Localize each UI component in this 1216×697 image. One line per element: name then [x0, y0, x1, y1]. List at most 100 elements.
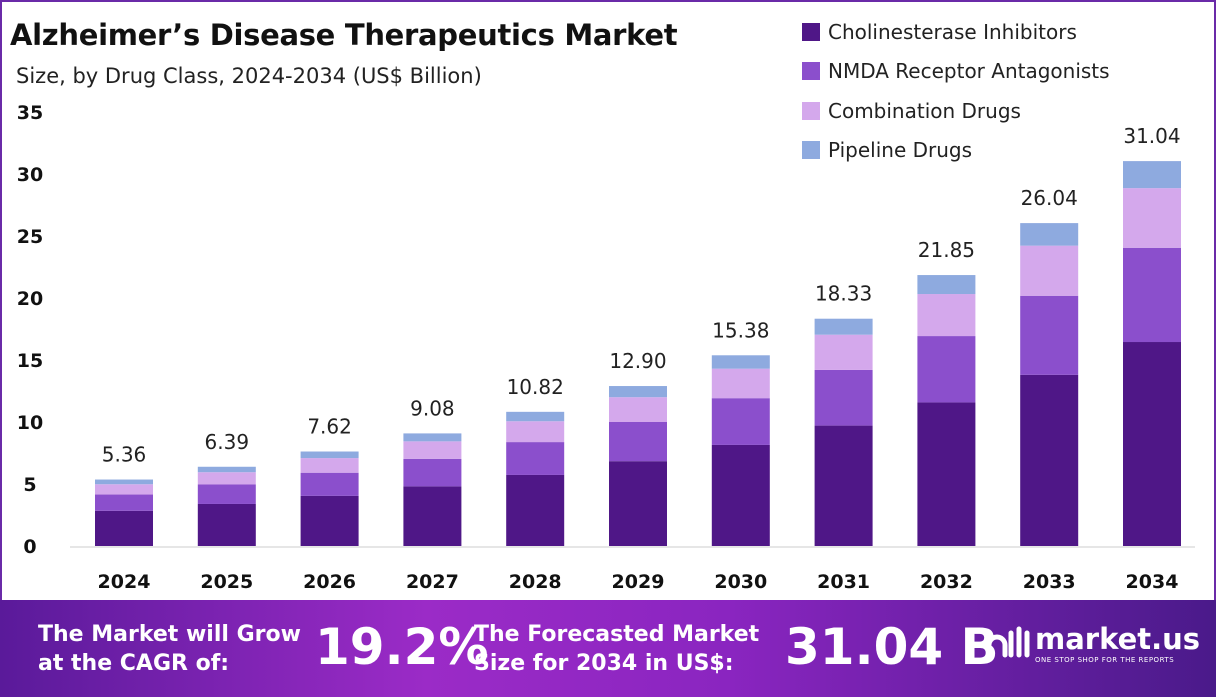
bar-segment [403, 458, 462, 487]
chart-subtitle: Size, by Drug Class, 2024-2034 (US$ Bill… [16, 64, 482, 88]
bar-segment [95, 484, 153, 495]
bar-segment [814, 334, 873, 370]
bar-segment [1123, 188, 1181, 248]
x-tick-label: 2033 [1023, 571, 1076, 593]
bar-segment [917, 336, 976, 403]
y-tick-label: 30 [17, 164, 43, 186]
y-tick-label: 10 [17, 412, 43, 434]
logo-name: market.us [1035, 622, 1201, 656]
x-tick-label: 2024 [98, 571, 151, 593]
legend-label: Pipeline Drugs [828, 138, 973, 163]
forecast-value: 31.04 B [785, 618, 999, 676]
bar-segment [95, 479, 153, 485]
bar-segment [1020, 223, 1079, 246]
chart-title: Alzheimer’s Disease Therapeutics Market [10, 18, 678, 52]
bar-segment [814, 369, 873, 426]
bar-segment [917, 402, 976, 546]
bar-segment [1020, 295, 1079, 375]
bar-total-label: 21.85 [918, 238, 975, 262]
bar-segment [95, 510, 153, 546]
y-tick-label: 0 [23, 536, 36, 558]
bar-total-label: 12.90 [609, 349, 666, 373]
bar-segment [1123, 342, 1181, 546]
bar-segment [300, 472, 359, 496]
bar-segment [403, 433, 462, 442]
legend-swatch [802, 62, 820, 81]
bar-segment [506, 442, 565, 475]
x-tick-label: 2031 [817, 571, 870, 593]
forecast-label-line1: The Forecasted Market [474, 622, 760, 647]
y-tick-label: 5 [23, 474, 36, 496]
bar-segment [197, 503, 256, 546]
bar-segment [1020, 245, 1079, 296]
legend-item: Cholinesterase Inhibitors [802, 12, 1110, 52]
bar-total-label: 31.04 [1123, 124, 1180, 148]
bar-chart: 051015202530355.3620246.3920257.6220269.… [17, 102, 1195, 593]
bar-segment [506, 421, 565, 443]
bar-total-label: 26.04 [1021, 186, 1078, 210]
bar-total-label: 5.36 [102, 443, 147, 467]
logo-mark-icon [986, 626, 1030, 658]
bar-segment [403, 441, 462, 459]
x-tick-label: 2029 [612, 571, 665, 593]
bar-segment [609, 386, 667, 398]
bar-segment [506, 411, 565, 422]
bar-segment [711, 444, 770, 546]
bar-segment [814, 425, 873, 546]
bar-total-label: 7.62 [307, 415, 352, 439]
legend-item: Pipeline Drugs [802, 131, 1110, 171]
bar-segment [300, 495, 359, 546]
bar-segment [609, 461, 667, 546]
y-tick-label: 15 [17, 350, 43, 372]
cagr-value: 19.2% [315, 618, 489, 676]
bar-segment [403, 486, 462, 546]
x-tick-label: 2034 [1126, 571, 1179, 593]
bar-segment [711, 355, 770, 369]
legend-item: NMDA Receptor Antagonists [802, 52, 1110, 92]
legend-label: Combination Drugs [828, 98, 1021, 123]
cagr-label-line1: The Market will Grow [38, 622, 301, 647]
summary-banner: The Market will Grow at the CAGR of: 19.… [0, 600, 1216, 697]
x-tick-label: 2026 [303, 571, 356, 593]
legend-swatch [802, 141, 820, 160]
bar-segment [711, 398, 770, 445]
legend-swatch [802, 22, 820, 41]
bar-segment [814, 318, 873, 335]
cagr-label-line2: at the CAGR of: [38, 651, 230, 676]
logo-tagline: ONE STOP SHOP FOR THE REPORTS [1035, 656, 1175, 664]
x-tick-label: 2032 [920, 571, 973, 593]
bar-segment [300, 451, 359, 459]
y-tick-label: 35 [17, 102, 43, 124]
forecast-label-line2: Size for 2034 in US$: [474, 651, 734, 676]
bar-segment [917, 294, 976, 337]
bar-segment [95, 494, 153, 511]
bar-segment [917, 275, 976, 295]
legend-label: Cholinesterase Inhibitors [828, 19, 1077, 44]
bar-total-label: 10.82 [507, 375, 564, 399]
bar-segment [1020, 374, 1079, 546]
legend: Cholinesterase Inhibitors NMDA Receptor … [802, 12, 1110, 170]
marketus-logo: market.us ONE STOP SHOP FOR THE REPORTS [985, 622, 1200, 664]
bar-segment [506, 474, 565, 546]
bar-segment [711, 368, 770, 399]
y-tick-label: 20 [17, 288, 43, 310]
bar-segment [300, 458, 359, 473]
legend-swatch [802, 101, 820, 120]
x-tick-label: 2028 [509, 571, 562, 593]
bar-segment [609, 397, 667, 422]
bar-total-label: 15.38 [712, 318, 769, 342]
bar-segment [1123, 161, 1181, 189]
bar-segment [1123, 247, 1181, 343]
x-tick-label: 2030 [714, 571, 767, 593]
bar-total-label: 18.33 [815, 282, 872, 306]
bar-segment [197, 472, 256, 485]
legend-item: Combination Drugs [802, 91, 1110, 131]
x-tick-label: 2027 [406, 571, 459, 593]
bar-total-label: 6.39 [205, 430, 250, 454]
y-tick-label: 25 [17, 226, 43, 248]
x-tick-label: 2025 [200, 571, 253, 593]
bar-segment [609, 422, 667, 462]
legend-label: NMDA Receptor Antagonists [828, 59, 1110, 84]
bar-segment [197, 484, 256, 504]
